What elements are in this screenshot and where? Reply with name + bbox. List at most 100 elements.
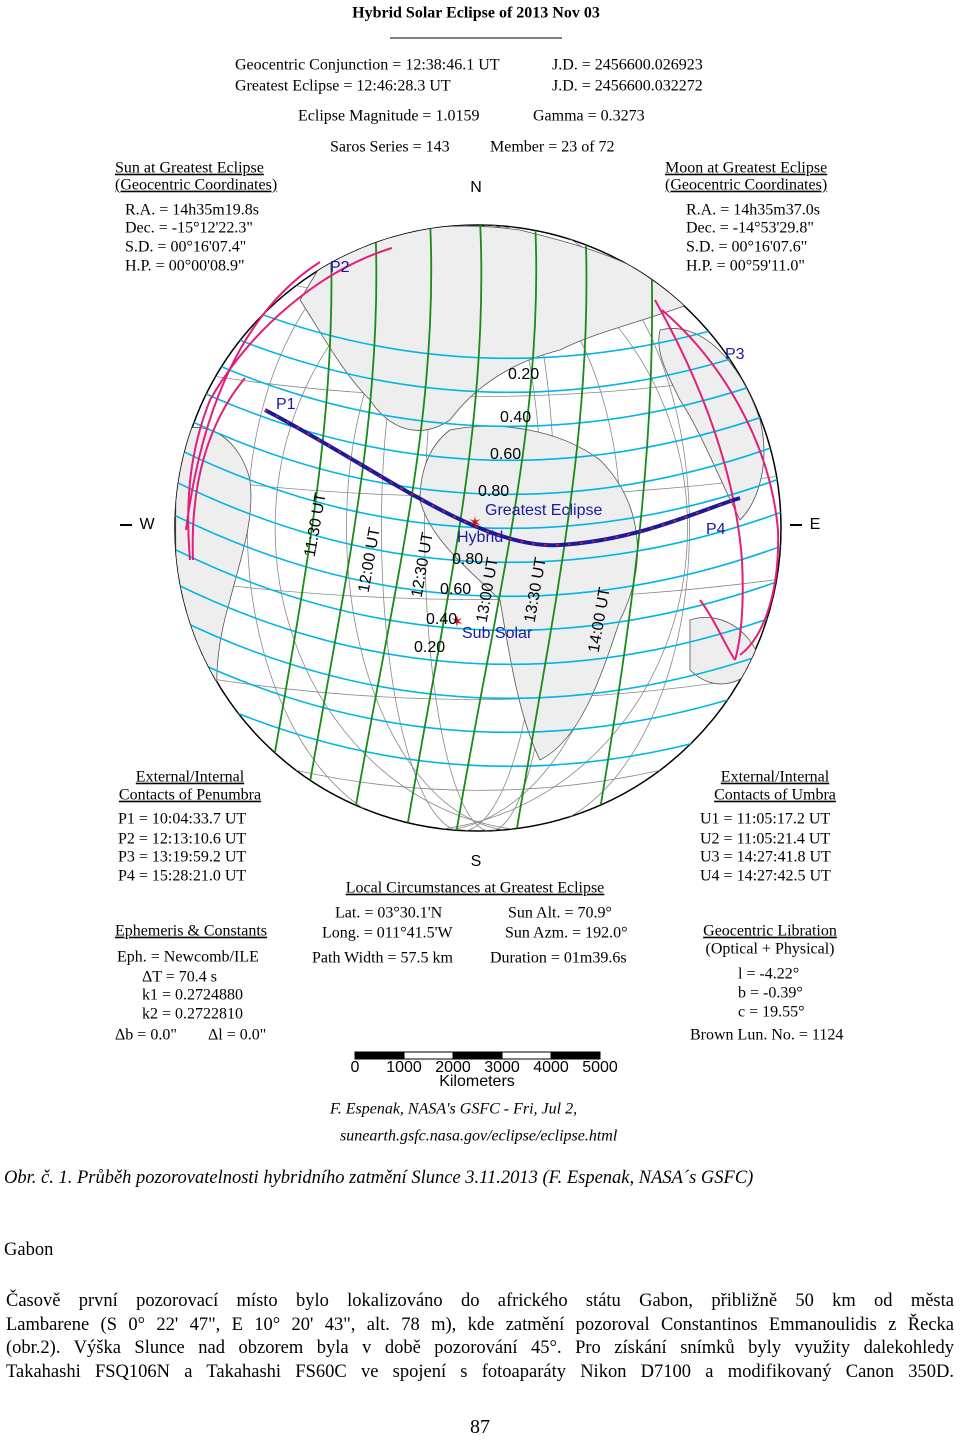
header-item: Geocentric Conjunction = 12:38:46.1 UT bbox=[235, 57, 500, 74]
magnitude-curve bbox=[175, 410, 781, 496]
time-curve bbox=[454, 225, 538, 831]
block-row: P1 = 10:04:33.7 UT bbox=[118, 811, 246, 828]
caption: Obr. č. 1. Průběh pozorovatelnosti hybri… bbox=[4, 1168, 754, 1188]
paragraph-line: Časově první pozorovací místo bylo lokal… bbox=[6, 1291, 954, 1311]
block-row: ΔT = 70.4 s bbox=[142, 969, 217, 986]
block-row: Dec. = -14°53'29.8" bbox=[686, 220, 814, 237]
scale-fill bbox=[355, 1052, 404, 1059]
parallel bbox=[215, 679, 741, 700]
block-row: Path Width = 57.5 km bbox=[312, 950, 454, 967]
block-row: Duration = 01m39.6s bbox=[490, 950, 627, 967]
block-row: Δl = 0.0" bbox=[208, 1027, 266, 1044]
block-row: U1 = 11:05:17.2 UT bbox=[700, 811, 830, 828]
magnitude-label: 0.60 bbox=[440, 581, 471, 598]
magnitude-curve bbox=[175, 376, 781, 462]
magnitude-curve bbox=[175, 512, 781, 598]
block-row: Lat. = 03°30.1'N bbox=[335, 905, 443, 922]
header-item: Member = 23 of 72 bbox=[490, 139, 615, 156]
sub-solar-marker: ✶ bbox=[450, 614, 463, 631]
magnitude-curve bbox=[175, 580, 781, 666]
time-curve bbox=[349, 225, 433, 831]
greatest-label: Greatest Eclipse bbox=[485, 502, 602, 519]
block-row: H.P. = 00°00'08.9" bbox=[125, 258, 245, 275]
block-heading: (Geocentric Coordinates) bbox=[115, 177, 277, 194]
magnitude-label: 0.40 bbox=[426, 611, 457, 628]
meridian bbox=[274, 225, 781, 831]
scale-bar bbox=[354, 1051, 601, 1060]
limit-curve bbox=[654, 299, 780, 661]
header-item: J.D. = 2456600.032272 bbox=[552, 78, 703, 95]
magnitude-curve bbox=[175, 308, 781, 394]
time-curve bbox=[299, 225, 378, 831]
compass-label: E bbox=[810, 516, 821, 533]
block-row: P4 = 15:28:21.0 UT bbox=[118, 868, 246, 885]
contact-label: P1 bbox=[276, 396, 296, 413]
block-row: c = 19.55° bbox=[738, 1004, 805, 1021]
globe: ✶ ✶ bbox=[120, 224, 802, 832]
block-row: Sun Azm. = 192.0° bbox=[505, 925, 628, 942]
block-row: Dec. = -15°12'22.3" bbox=[125, 220, 253, 237]
parallel bbox=[296, 770, 660, 791]
block-row: Δb = 0.0" bbox=[115, 1027, 177, 1044]
header-item: J.D. = 2456600.026923 bbox=[552, 57, 703, 74]
credit-line: F. Espenak, NASA's GSFC - Fri, Jul 2, bbox=[329, 1101, 577, 1118]
block-row: H.P. = 00°59'11.0" bbox=[686, 258, 805, 275]
magnitude-label: 0.80 bbox=[452, 551, 483, 568]
scale-fill bbox=[453, 1052, 502, 1059]
compass-label: W bbox=[139, 516, 155, 533]
time-curve bbox=[514, 225, 588, 831]
compass-label: N bbox=[470, 179, 482, 196]
block-heading: Contacts of Umbra bbox=[714, 787, 836, 804]
block-row: R.A. = 14h35m37.0s bbox=[686, 202, 820, 219]
magnitude-label: 0.40 bbox=[500, 409, 531, 426]
paragraph-line: (obr.2). Výška Slunce nad obzorem byla v… bbox=[6, 1338, 954, 1358]
paragraph-line: Takahashi FSQ106N a Takahashi FS60C ve s… bbox=[6, 1361, 954, 1382]
block-heading: Sun at Greatest Eclipse bbox=[115, 160, 264, 177]
limit-curve bbox=[185, 247, 393, 561]
scale-label: 0 bbox=[351, 1059, 360, 1076]
magnitude-curve bbox=[175, 478, 781, 564]
header-item: Saros Series = 143 bbox=[330, 139, 450, 156]
section-heading: Gabon bbox=[4, 1240, 54, 1260]
block-row: Sun Alt. = 70.9° bbox=[508, 905, 612, 922]
scale-label: 1000 bbox=[386, 1059, 422, 1076]
scale-label: 2000 bbox=[435, 1059, 471, 1076]
block-row: l = -4.22° bbox=[738, 966, 799, 983]
scale-label: 3000 bbox=[484, 1059, 520, 1076]
block-row: U4 = 14:27:42.5 UT bbox=[700, 868, 831, 885]
time-curve bbox=[594, 225, 654, 831]
header-item: Greatest Eclipse = 12:46:28.3 UT bbox=[235, 78, 451, 95]
block-heading: Geocentric Libration bbox=[703, 923, 837, 940]
time-curve bbox=[259, 225, 333, 831]
meridian bbox=[346, 225, 690, 831]
block-heading: External/Internal bbox=[136, 769, 245, 786]
time-curves bbox=[259, 225, 654, 831]
block-row: P2 = 12:13:10.6 UT bbox=[118, 831, 246, 848]
block-row: k2 = 0.2722810 bbox=[142, 1006, 243, 1023]
block-row: P3 = 13:19:59.2 UT bbox=[118, 849, 246, 866]
block-row: U3 = 14:27:41.8 UT bbox=[700, 849, 831, 866]
time-curve bbox=[404, 225, 483, 831]
block-heading: Local Circumstances at Greatest Eclipse bbox=[346, 880, 605, 897]
sub-solar-label: Sub Solar bbox=[462, 625, 533, 642]
block-row: Long. = 011°41.5'W bbox=[322, 925, 453, 942]
penumbra-limits bbox=[185, 247, 780, 661]
block-row: S.D. = 00°16'07.6" bbox=[686, 239, 807, 256]
figure-title: Hybrid Solar Eclipse of 2013 Nov 03 bbox=[352, 5, 600, 22]
greatest-marker: ✶ bbox=[468, 515, 481, 532]
magnitude-label: 0.20 bbox=[508, 366, 539, 383]
hybrid-label: Hybrid bbox=[457, 529, 503, 546]
block-row: S.D. = 00°16'07.4" bbox=[125, 239, 246, 256]
magnitude-curve bbox=[175, 614, 781, 700]
block-row: k1 = 0.2724880 bbox=[142, 987, 243, 1004]
block-row: U2 = 11:05:21.4 UT bbox=[700, 831, 830, 848]
block-row: Brown Lun. No. = 1124 bbox=[690, 1027, 843, 1044]
block-heading: (Optical + Physical) bbox=[706, 941, 835, 958]
scale-fill bbox=[551, 1052, 600, 1059]
block-heading: Ephemeris & Constants bbox=[115, 923, 267, 940]
scale-label: 5000 bbox=[582, 1059, 618, 1076]
parallel bbox=[179, 579, 777, 600]
parallel bbox=[215, 376, 741, 397]
header-item: Gamma = 0.3273 bbox=[533, 108, 645, 125]
